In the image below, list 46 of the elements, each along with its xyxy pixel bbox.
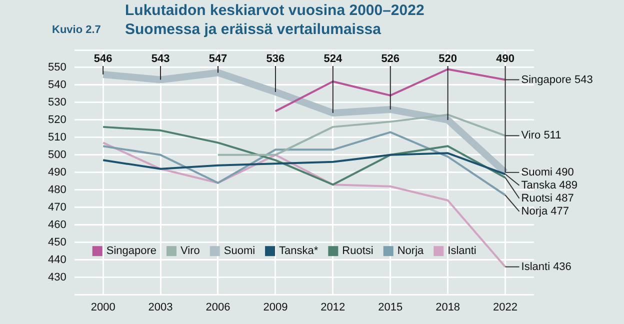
y-tick-label: 440 [48, 254, 66, 266]
chart-title: Lukutaidon keskiarvot vuosina 2000–2022 [125, 2, 424, 20]
legend-label: Islanti [448, 245, 476, 258]
y-tick-label: 480 [48, 184, 66, 196]
y-tick-label: 470 [48, 201, 66, 214]
legend-label: Suomi [224, 245, 256, 258]
x-tick-label: 2009 [263, 301, 288, 314]
y-tick-label: 540 [48, 79, 66, 92]
x-tick-label: 2000 [90, 301, 116, 314]
annotation: Suomi 490 [521, 166, 574, 178]
data-label: 547 [208, 53, 228, 66]
data-label: 520 [438, 53, 457, 66]
annotation: Ruotsi 487 [521, 192, 574, 204]
legend-label: Norja [397, 245, 425, 258]
y-tick-label: 490 [48, 166, 66, 178]
data-label: 526 [381, 53, 400, 66]
annotation: Norja 477 [521, 205, 569, 218]
y-tick-label: 510 [48, 131, 66, 144]
legend-label: Viro [180, 245, 200, 258]
chart-subtitle: Suomessa ja eräissä vertailumaissa [125, 21, 381, 39]
legend-label: Tanska* [279, 245, 319, 258]
text: Kuvio 2.7 [52, 24, 101, 36]
x-tick-label: 2018 [436, 301, 460, 314]
y-tick-label: 520 [48, 114, 66, 126]
y-tick-label: 530 [48, 96, 66, 108]
y-tick-label: 500 [48, 148, 66, 161]
annotation: Viro 511 [521, 130, 562, 142]
data-label: 524 [324, 53, 343, 66]
x-tick-label: 2003 [148, 301, 173, 314]
annotation: Tanska 489 [521, 179, 578, 192]
x-tick-label: 2015 [378, 301, 403, 314]
y-tick-label: 450 [48, 236, 66, 248]
x-tick-label: 2012 [320, 301, 346, 314]
annotation: Islanti 436 [521, 260, 572, 273]
x-tick-label: 2006 [206, 301, 230, 314]
legend-label: Singapore [106, 245, 157, 258]
data-label: 546 [94, 53, 112, 66]
y-tick-label: 550 [48, 62, 66, 74]
y-tick-label: 430 [48, 271, 66, 284]
data-label: 490 [496, 53, 514, 66]
annotation: Singapore 543 [521, 74, 593, 86]
x-tick-label: 2022 [493, 301, 518, 314]
data-label: 536 [266, 53, 285, 66]
y-tick-label: 460 [48, 218, 66, 231]
legend-label: Ruotsi [342, 245, 374, 258]
data-label: 543 [151, 53, 170, 66]
